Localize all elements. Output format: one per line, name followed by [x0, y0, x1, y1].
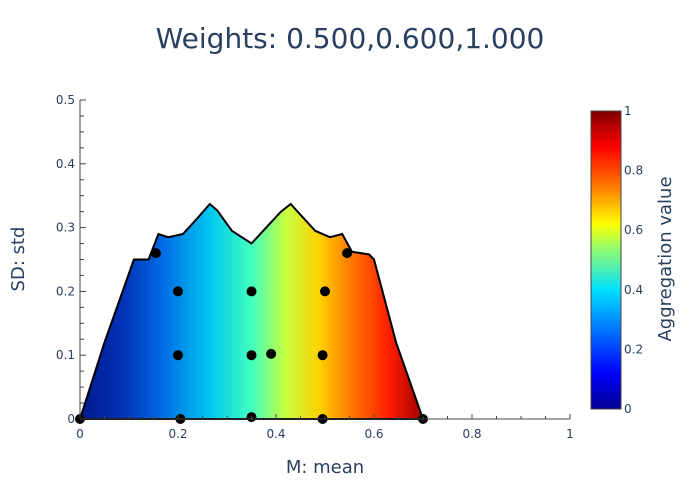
colorbar-title: Aggregation value [655, 176, 676, 341]
y-axis: 0 0.1 0.2 0.3 0.4 0.5 [56, 93, 86, 426]
colorbar-tick-label: 0.6 [624, 223, 643, 237]
x-tick-label: 1 [566, 427, 574, 441]
data-point [246, 286, 257, 297]
colorbar-gradient [590, 110, 622, 410]
colorbar: 0 0.2 0.4 0.6 0.8 1 [590, 104, 643, 416]
colorbar-tick-label: 0.8 [624, 164, 643, 178]
data-point [173, 350, 183, 361]
colorbar-tick-label: 0.4 [624, 283, 643, 297]
y-tick-label: 0.3 [56, 221, 75, 235]
x-tick-label: 0.2 [168, 427, 187, 441]
y-axis-title: SD: std [8, 227, 29, 292]
data-point [173, 286, 183, 297]
data-point [320, 286, 330, 297]
colorbar-tick-label: 0 [624, 402, 632, 416]
chart-title: Weights: 0.500,0.600,1.000 [156, 22, 545, 55]
data-point [317, 350, 328, 361]
data-point [246, 350, 257, 361]
y-tick-label: 0.5 [56, 93, 75, 107]
data-point [342, 248, 353, 259]
x-tick-label: 0.4 [266, 427, 285, 441]
x-tick-label: 0.6 [364, 427, 383, 441]
y-tick-label: 0.1 [56, 348, 75, 362]
aggregation-region [78, 202, 425, 420]
colorbar-tick-label: 0.2 [624, 342, 643, 356]
x-tick-label: 0 [76, 427, 84, 441]
y-tick-label: 0.4 [56, 157, 75, 171]
data-point [266, 348, 277, 359]
x-tick-label: 0.8 [462, 427, 481, 441]
colorbar-tick-label: 1 [624, 104, 632, 118]
data-point [150, 248, 161, 259]
plot-area [75, 202, 428, 424]
x-axis: 0 0.2 0.4 0.6 0.8 1 [76, 414, 574, 441]
x-axis-title: M: mean [286, 457, 364, 478]
y-tick-label: 0 [67, 412, 75, 426]
y-tick-label: 0.2 [56, 284, 75, 298]
